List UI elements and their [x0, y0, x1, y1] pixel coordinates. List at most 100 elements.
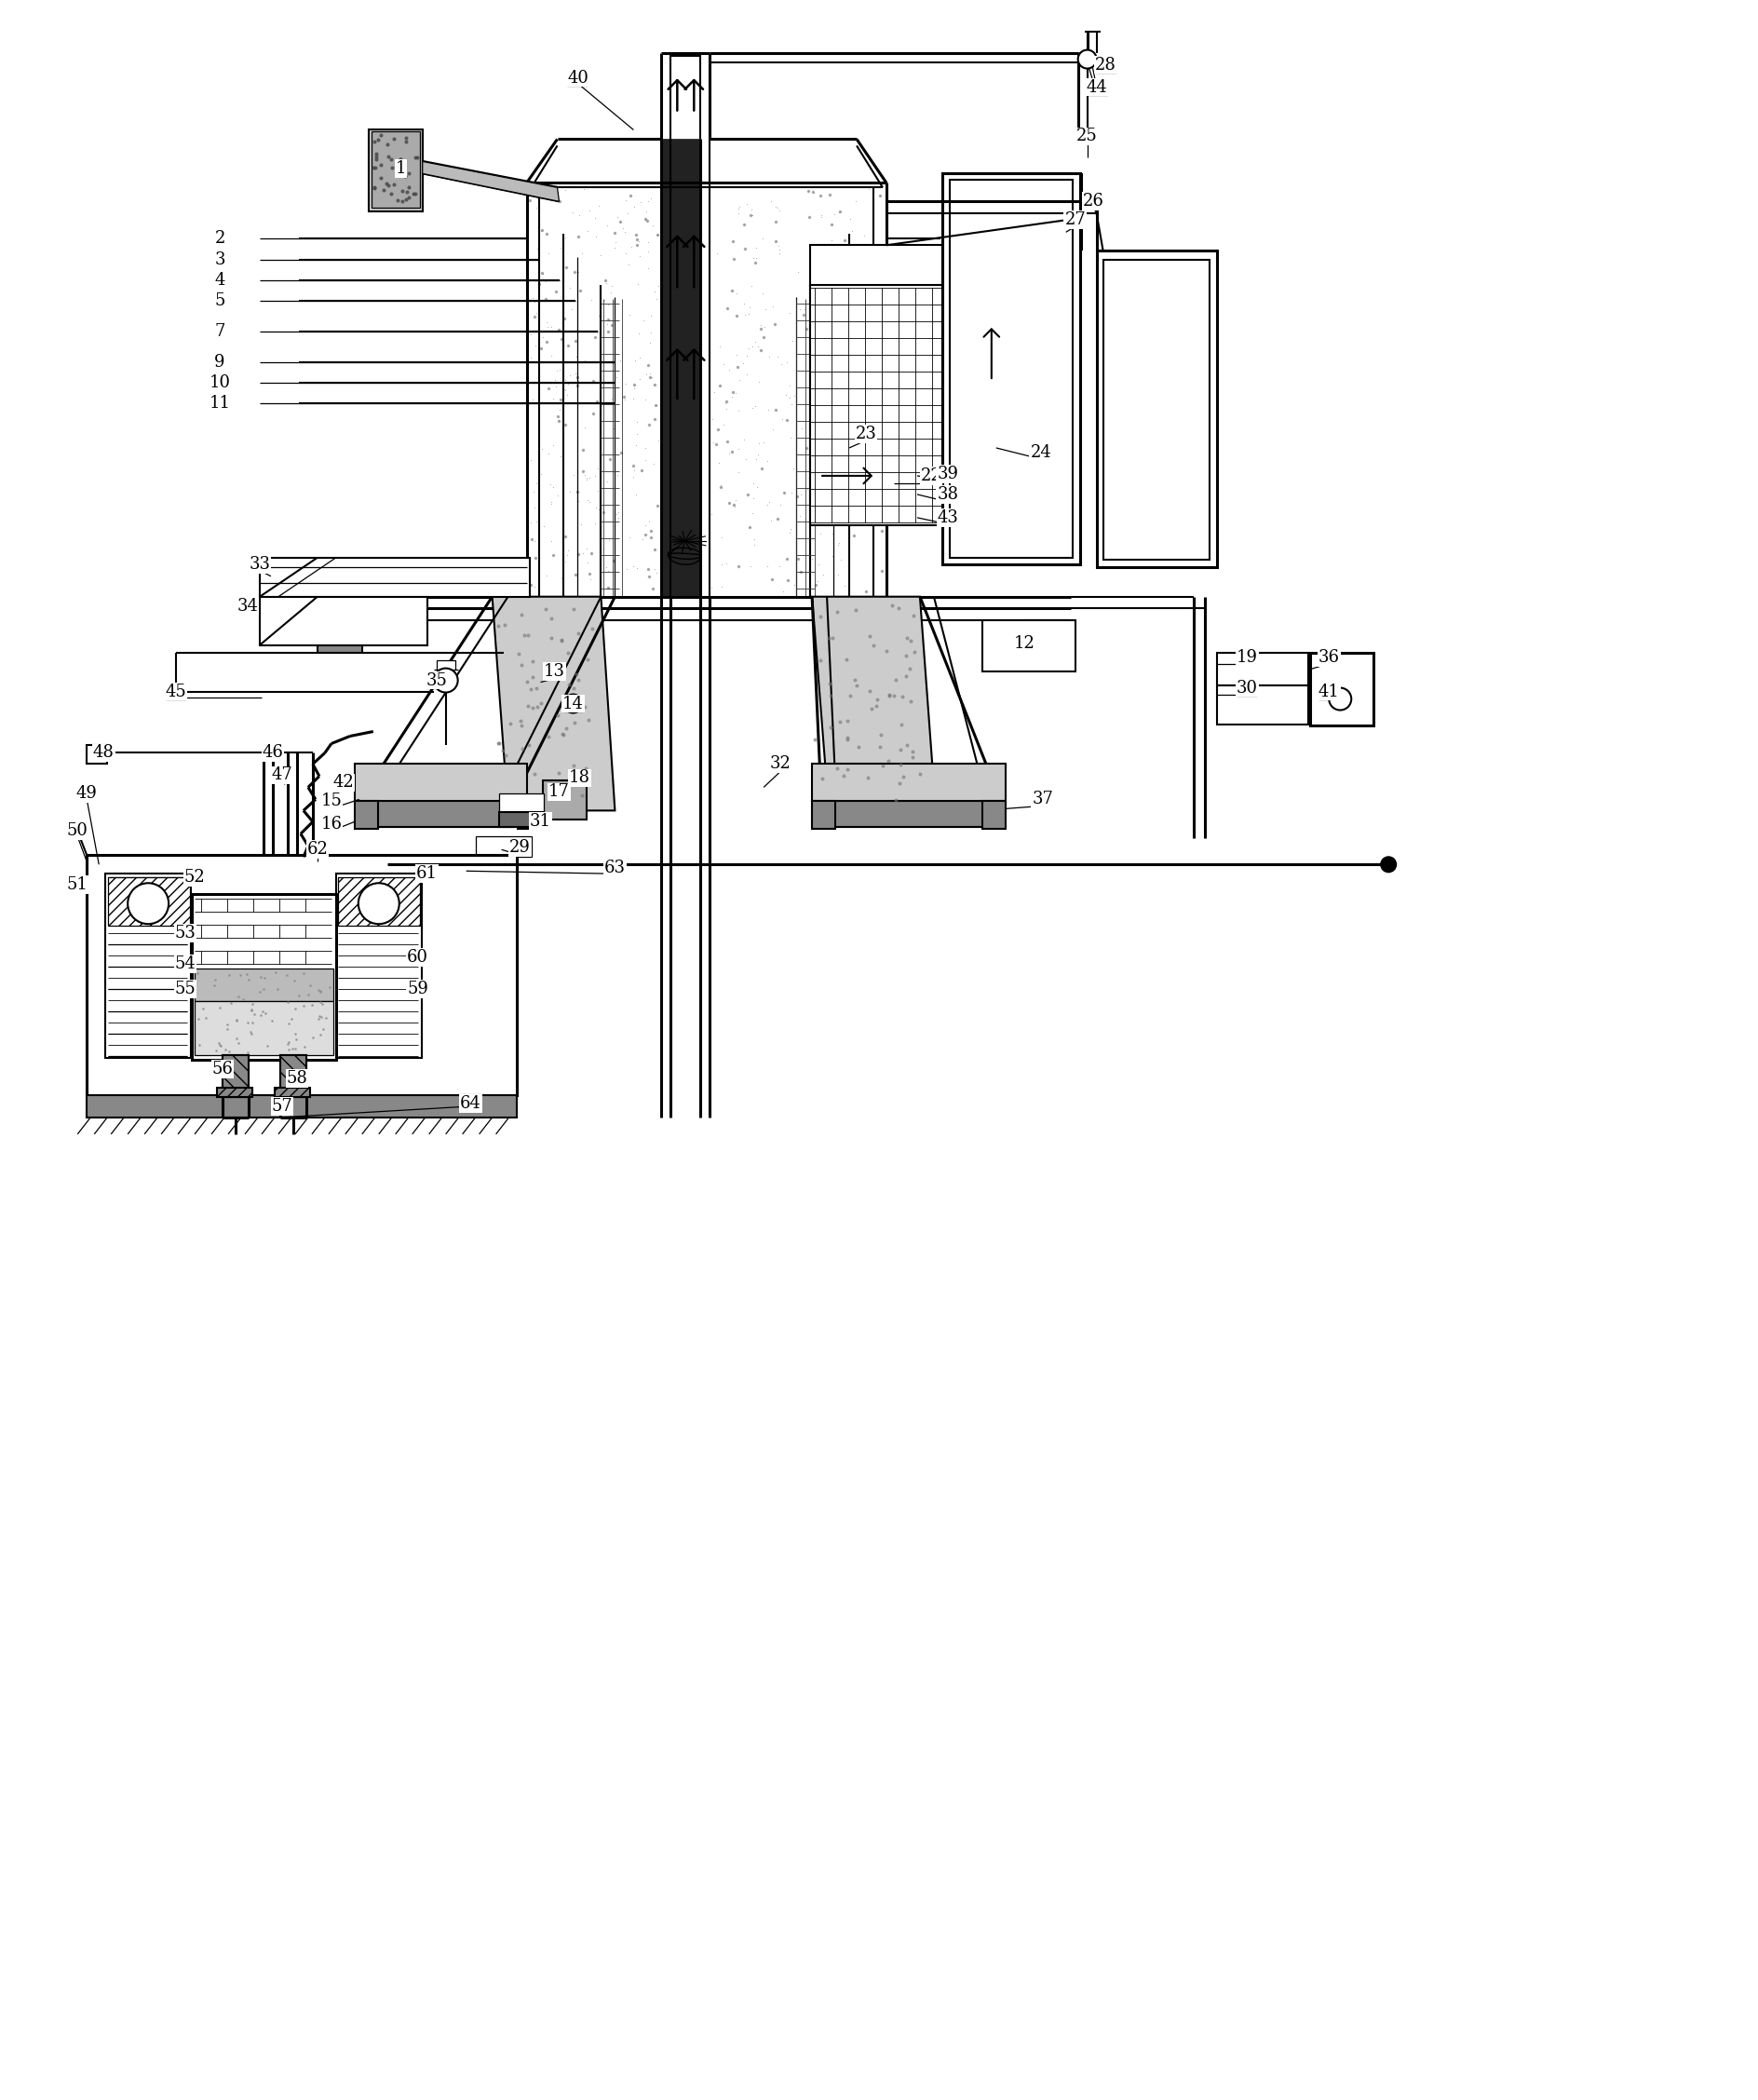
Polygon shape: [492, 596, 615, 811]
Polygon shape: [812, 596, 935, 811]
Bar: [1218, 685, 1308, 724]
Text: 13: 13: [543, 664, 566, 680]
Bar: [359, 802, 513, 827]
Text: 4: 4: [214, 273, 225, 290]
Text: 9: 9: [214, 355, 225, 372]
Circle shape: [1382, 857, 1396, 872]
Text: 61: 61: [417, 865, 438, 882]
Text: 46: 46: [262, 746, 283, 762]
Bar: [517, 802, 540, 830]
Bar: [810, 246, 942, 286]
Polygon shape: [86, 1094, 517, 1117]
Text: 5: 5: [214, 292, 225, 309]
Text: 10: 10: [209, 374, 230, 391]
Text: 19: 19: [1236, 649, 1259, 666]
Bar: [1102, 260, 1210, 559]
Text: 23: 23: [856, 426, 877, 443]
Text: 40: 40: [568, 69, 589, 86]
Polygon shape: [422, 162, 559, 202]
Bar: [195, 968, 334, 1002]
Bar: [336, 874, 422, 1058]
Text: 29: 29: [510, 840, 531, 857]
Text: 25: 25: [1076, 128, 1097, 145]
Text: 64: 64: [461, 1094, 482, 1111]
Text: 41: 41: [1318, 682, 1340, 699]
Bar: [338, 878, 420, 926]
Text: 35: 35: [425, 672, 447, 689]
Bar: [475, 836, 531, 857]
Text: 28: 28: [1095, 57, 1116, 74]
Text: 30: 30: [1236, 680, 1259, 697]
Text: 14: 14: [563, 695, 584, 712]
Bar: [983, 619, 1076, 672]
Text: 55: 55: [174, 981, 195, 998]
Text: 50: 50: [67, 823, 88, 840]
Text: 7: 7: [214, 323, 225, 340]
Bar: [105, 874, 192, 1058]
Bar: [499, 794, 543, 813]
Bar: [192, 895, 336, 1060]
Text: 51: 51: [67, 876, 88, 892]
Bar: [280, 1054, 306, 1096]
Bar: [661, 139, 700, 596]
Text: 37: 37: [1032, 792, 1053, 808]
Text: 44: 44: [1086, 78, 1108, 94]
Bar: [1025, 619, 1069, 653]
Text: 60: 60: [408, 949, 429, 966]
Text: 53: 53: [174, 924, 197, 941]
Bar: [1097, 250, 1218, 567]
Text: 22: 22: [921, 468, 942, 485]
Bar: [949, 181, 1072, 559]
Text: 38: 38: [937, 485, 958, 502]
Bar: [819, 802, 1000, 827]
Text: 34: 34: [237, 598, 258, 615]
Text: 62: 62: [306, 842, 329, 859]
Text: 42: 42: [332, 775, 353, 792]
Bar: [436, 659, 455, 670]
Bar: [318, 619, 362, 653]
Text: 45: 45: [165, 682, 186, 699]
Text: 3: 3: [214, 252, 225, 269]
Bar: [223, 1054, 248, 1096]
Circle shape: [359, 884, 399, 924]
Text: 48: 48: [93, 746, 114, 762]
Bar: [195, 1002, 334, 1054]
Text: 12: 12: [1013, 634, 1035, 651]
Bar: [1310, 653, 1373, 724]
Text: 15: 15: [320, 794, 343, 811]
Text: 57: 57: [271, 1098, 292, 1115]
Bar: [86, 855, 517, 1094]
Bar: [942, 174, 1079, 565]
Text: 49: 49: [76, 785, 97, 802]
Text: 17: 17: [548, 783, 570, 800]
Bar: [274, 1088, 309, 1096]
Bar: [371, 132, 420, 208]
Text: 26: 26: [1083, 193, 1104, 210]
Text: 16: 16: [320, 817, 343, 834]
Text: 52: 52: [185, 869, 206, 886]
Text: 59: 59: [408, 981, 429, 998]
Text: 43: 43: [937, 510, 958, 525]
Text: 33: 33: [250, 556, 271, 573]
Circle shape: [434, 668, 457, 693]
Bar: [1218, 653, 1308, 685]
Text: 11: 11: [209, 395, 230, 412]
Text: 27: 27: [1065, 212, 1086, 229]
Circle shape: [1078, 50, 1097, 69]
Text: 31: 31: [529, 813, 552, 830]
Text: 2: 2: [214, 231, 225, 248]
Circle shape: [1329, 689, 1352, 710]
Text: 18: 18: [570, 769, 591, 785]
Text: 56: 56: [213, 1060, 234, 1077]
Bar: [355, 764, 527, 802]
Text: 32: 32: [770, 756, 791, 773]
Text: 1: 1: [396, 160, 406, 176]
Bar: [280, 1054, 306, 1096]
Circle shape: [128, 884, 169, 924]
Text: 63: 63: [605, 859, 626, 876]
Text: 58: 58: [287, 1071, 308, 1086]
Bar: [216, 1088, 253, 1096]
Text: 54: 54: [174, 956, 195, 972]
Bar: [499, 813, 543, 827]
Text: 24: 24: [1030, 445, 1051, 460]
